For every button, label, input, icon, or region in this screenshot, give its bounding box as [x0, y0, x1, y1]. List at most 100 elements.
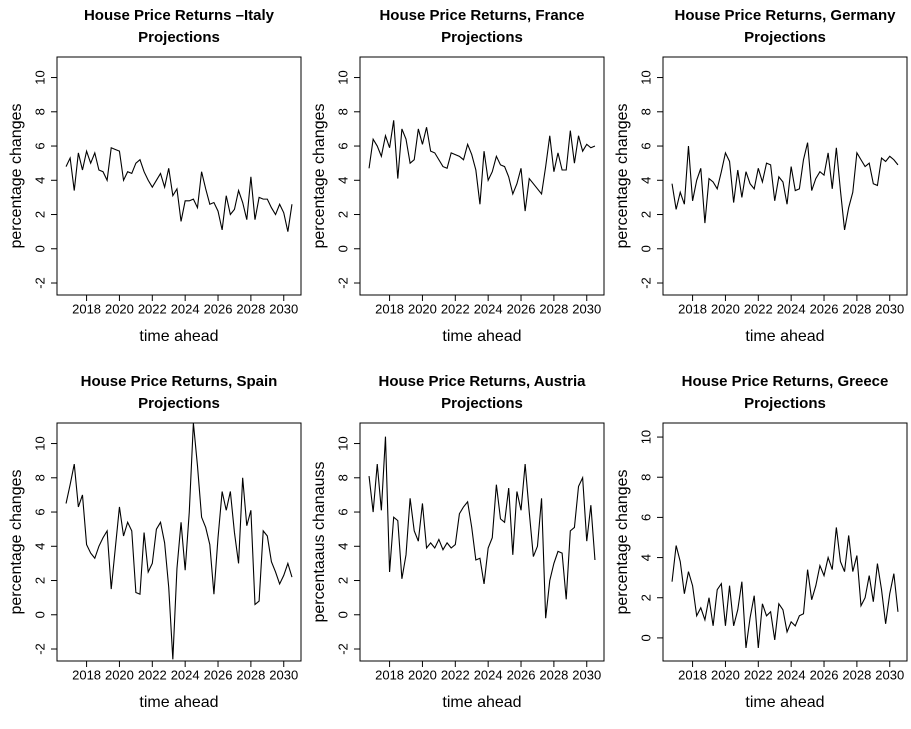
y-tick-label: 2: [32, 577, 47, 584]
y-tick-label: 8: [638, 474, 653, 481]
chart-title: House Price Returns, Germany: [675, 7, 897, 24]
y-tick-label: 10: [638, 70, 653, 84]
x-tick-label: 2022: [441, 667, 470, 682]
y-tick-label: 8: [32, 108, 47, 115]
x-tick-label: 2020: [408, 667, 437, 682]
data-line: [671, 142, 899, 231]
x-tick-label: 2028: [539, 667, 568, 682]
y-tick-label: 6: [32, 142, 47, 149]
y-tick-label: 6: [335, 508, 350, 515]
x-axis-label: time ahead: [442, 328, 521, 345]
x-tick-label: 2028: [842, 301, 871, 316]
y-tick-label: -2: [32, 277, 47, 289]
x-tick-label: 2024: [474, 301, 503, 316]
y-axis-label: percentage changes: [8, 104, 25, 249]
chart-subtitle: Projections: [441, 395, 523, 412]
x-tick-label: 2030: [875, 301, 904, 316]
y-axis-label: percentage changes: [311, 104, 328, 249]
y-tick-label: -2: [335, 277, 350, 289]
x-axis-label: time ahead: [745, 694, 824, 711]
y-tick-label: 0: [638, 245, 653, 252]
x-tick-label: 2022: [138, 301, 167, 316]
chart-title: House Price Returns, Greece: [682, 373, 889, 390]
x-axis-label: time ahead: [139, 328, 218, 345]
x-tick-label: 2018: [375, 301, 404, 316]
x-tick-label: 2024: [171, 301, 200, 316]
x-tick-label: 2024: [777, 667, 806, 682]
data-line: [671, 527, 899, 649]
y-tick-label: 0: [32, 245, 47, 252]
y-tick-label: 2: [32, 211, 47, 218]
data-line: [368, 120, 596, 212]
x-tick-label: 2026: [204, 301, 233, 316]
x-tick-label: 2020: [711, 667, 740, 682]
x-tick-label: 2028: [539, 301, 568, 316]
x-tick-label: 2018: [678, 301, 707, 316]
y-tick-label: 4: [638, 177, 653, 184]
x-tick-label: 2022: [744, 301, 773, 316]
y-axis-label: percentage changes: [614, 470, 631, 615]
y-tick-label: 0: [638, 634, 653, 641]
chart-subtitle: Projections: [441, 29, 523, 46]
y-tick-label: 8: [638, 108, 653, 115]
x-tick-label: 2020: [711, 301, 740, 316]
x-tick-label: 2018: [678, 667, 707, 682]
x-tick-label: 2026: [507, 667, 536, 682]
data-line: [368, 436, 596, 619]
y-tick-label: 2: [638, 594, 653, 601]
chart-title: House Price Returns –Italy: [84, 7, 275, 24]
x-tick-label: 2024: [777, 301, 806, 316]
y-tick-label: 0: [335, 245, 350, 252]
x-tick-label: 2030: [269, 667, 298, 682]
y-tick-label: 8: [335, 108, 350, 115]
x-tick-label: 2024: [474, 667, 503, 682]
y-tick-label: 6: [335, 142, 350, 149]
x-tick-label: 2018: [375, 667, 404, 682]
chart-subtitle: Projections: [744, 395, 826, 412]
x-tick-label: 2026: [810, 301, 839, 316]
x-tick-label: 2020: [105, 667, 134, 682]
y-axis-label: percentage changes: [8, 470, 25, 615]
plot-box: [56, 422, 302, 662]
y-tick-label: -2: [335, 643, 350, 655]
y-tick-label: 4: [335, 543, 350, 550]
x-axis-label: time ahead: [745, 328, 824, 345]
chart-title: House Price Returns, Spain: [81, 373, 278, 390]
y-tick-label: 8: [32, 474, 47, 481]
x-tick-label: 2018: [72, 667, 101, 682]
x-tick-label: 2022: [138, 667, 167, 682]
y-tick-label: 6: [32, 508, 47, 515]
y-tick-label: 4: [32, 177, 47, 184]
plot-box: [359, 422, 605, 662]
y-tick-label: 0: [32, 611, 47, 618]
plot-box: [662, 56, 908, 296]
y-tick-label: 2: [638, 211, 653, 218]
y-tick-label: 2: [335, 211, 350, 218]
y-tick-label: 4: [32, 543, 47, 550]
y-tick-label: 10: [638, 430, 653, 444]
x-axis-label: time ahead: [442, 694, 521, 711]
y-axis-label: percentaaus chanauss: [311, 462, 328, 623]
chart-subtitle: Projections: [138, 29, 220, 46]
x-tick-label: 2030: [269, 301, 298, 316]
x-axis-label: time ahead: [139, 694, 218, 711]
x-tick-label: 2022: [441, 301, 470, 316]
y-tick-label: 2: [335, 577, 350, 584]
x-tick-label: 2028: [236, 301, 265, 316]
x-tick-label: 2030: [572, 301, 601, 316]
x-tick-label: 2020: [105, 301, 134, 316]
y-tick-label: 10: [32, 436, 47, 450]
y-tick-label: 0: [335, 611, 350, 618]
y-tick-label: 8: [335, 474, 350, 481]
x-tick-label: 2028: [236, 667, 265, 682]
y-tick-label: 6: [638, 142, 653, 149]
x-tick-label: 2030: [572, 667, 601, 682]
x-tick-label: 2028: [842, 667, 871, 682]
data-line: [65, 422, 293, 660]
data-line: [65, 146, 293, 232]
y-tick-label: 4: [638, 554, 653, 561]
x-tick-label: 2018: [72, 301, 101, 316]
x-tick-label: 2024: [171, 667, 200, 682]
x-tick-label: 2026: [204, 667, 233, 682]
